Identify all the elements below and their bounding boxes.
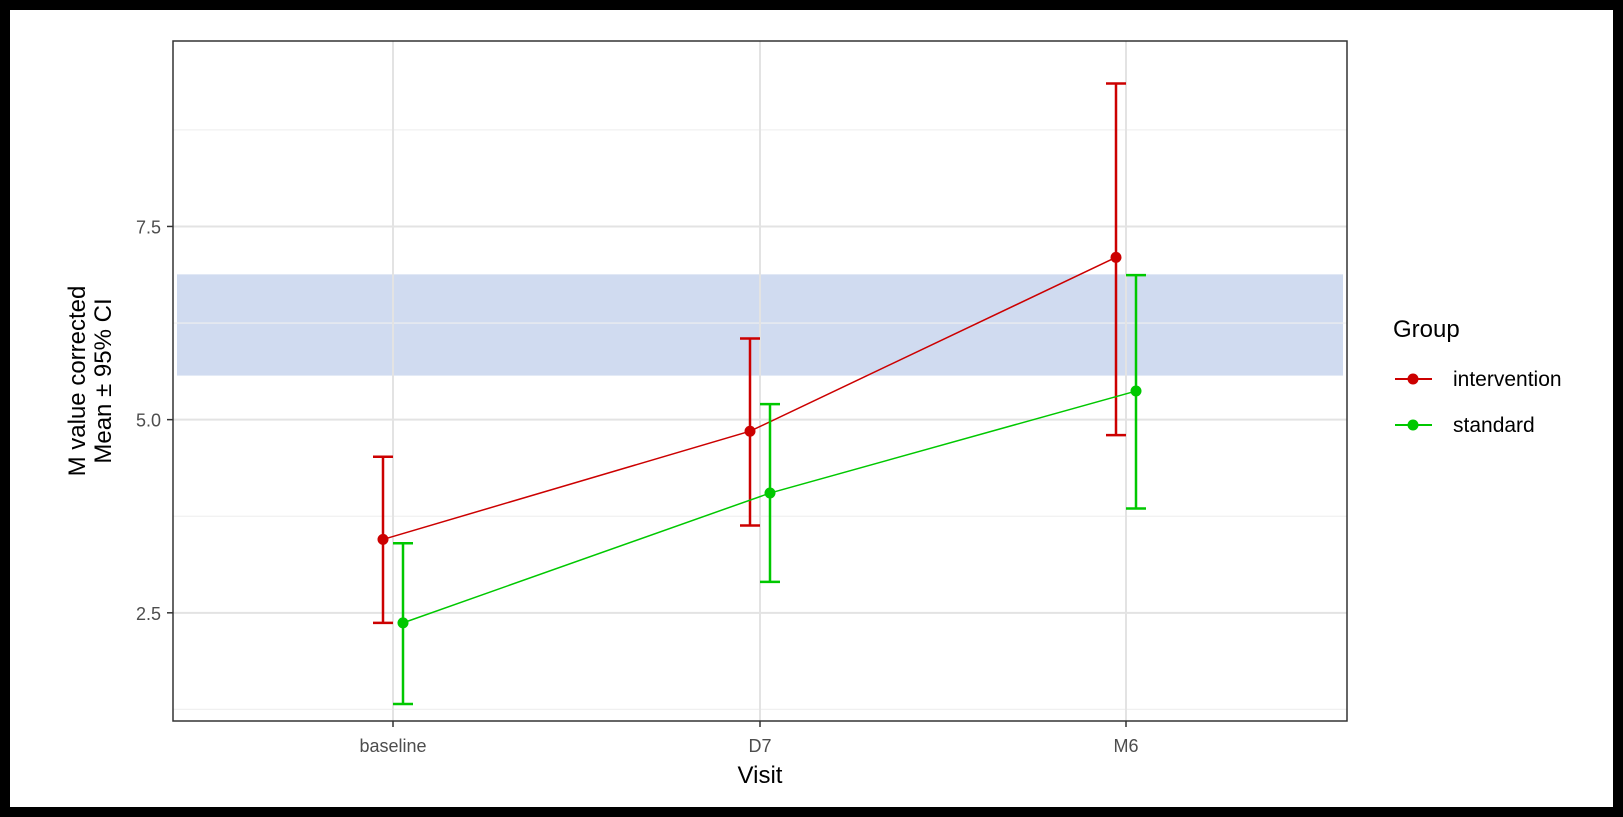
point-standard-M6: [1130, 385, 1142, 397]
point-intervention-baseline: [377, 533, 389, 545]
legend-label-standard: standard: [1453, 414, 1535, 437]
y-tick-label-0: 2.5: [136, 604, 161, 624]
point-standard-D7: [764, 487, 776, 499]
point-standard-baseline: [397, 617, 409, 629]
x-tick-label-2: M6: [1113, 736, 1138, 756]
grid-layer: [173, 41, 1347, 721]
y-tick-label-2: 7.5: [136, 217, 161, 237]
y-tick-label-1: 5.0: [136, 411, 161, 431]
y-axis-title-line2: Mean ± 95% CI: [90, 298, 117, 463]
x-axis-title: Visit: [738, 762, 783, 789]
axis-layer: 2.5 5.0 7.5 baseline D7 M6 Visit M value correc…: [64, 40, 1348, 789]
legend: Group intervention standard: [1393, 316, 1562, 437]
legend-key-point-intervention: [1407, 373, 1419, 385]
legend-title: Group: [1393, 316, 1460, 343]
legend-label-intervention: intervention: [1453, 368, 1562, 391]
series-layer: [373, 82, 1146, 706]
point-intervention-M6: [1110, 251, 1122, 263]
x-tick-label-0: baseline: [359, 736, 426, 756]
x-tick-label-1: D7: [748, 736, 771, 756]
y-axis-title-line1: M value corrected: [64, 286, 91, 477]
point-intervention-D7: [744, 425, 756, 437]
legend-key-point-standard: [1407, 419, 1419, 431]
